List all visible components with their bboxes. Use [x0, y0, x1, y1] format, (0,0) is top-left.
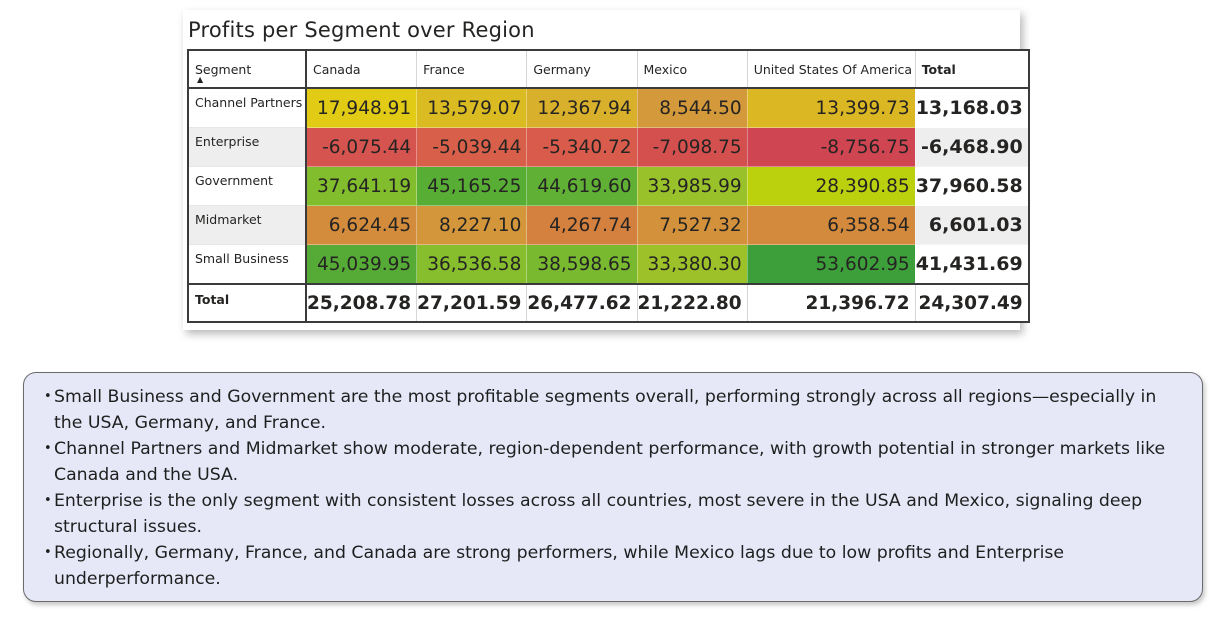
row-label[interactable]: Government — [187, 166, 307, 206]
column-header-usa[interactable]: United States Of America — [746, 49, 916, 89]
value-cell-midmarket-france: 8,227.10 — [416, 205, 527, 245]
column-total-usa: 21,396.72 — [746, 283, 916, 323]
value-cell-channel-partners-france: 13,579.07 — [416, 88, 527, 128]
row-label[interactable]: Midmarket — [187, 205, 307, 245]
column-total-canada: 25,208.78 — [305, 283, 417, 323]
row-total-midmarket: 6,601.03 — [914, 205, 1030, 245]
value-cell-small-business-canada: 45,039.95 — [305, 244, 417, 285]
value-cell-enterprise-france: -5,039.44 — [416, 127, 527, 167]
insight-bullet: Small Business and Government are the mo… — [44, 384, 1182, 436]
insight-bullet: Regionally, Germany, France, and Canada … — [44, 540, 1182, 592]
value-cell-channel-partners-mexico: 8,544.50 — [636, 88, 748, 128]
segment-header-label: Segment — [195, 61, 252, 77]
segment-row-midmarket: Midmarket 6,624.45 8,227.10 4,267.74 7,527.3… — [187, 205, 1030, 245]
row-label[interactable]: Channel Partners — [187, 88, 307, 128]
column-header-mexico[interactable]: Mexico — [636, 49, 748, 89]
sort-ascending-icon[interactable]: ▲ — [197, 75, 204, 84]
column-header-germany[interactable]: Germany — [526, 49, 638, 89]
segment-row-small-business: Small Business 45,039.95 36,536.58 38,598.6… — [187, 244, 1030, 285]
value-cell-channel-partners-usa: 13,399.73 — [746, 88, 916, 128]
segment-column-header[interactable]: Segment ▲ — [187, 49, 307, 89]
value-cell-enterprise-usa: -8,756.75 — [746, 127, 916, 167]
value-cell-channel-partners-canada: 17,948.91 — [305, 88, 417, 128]
column-total-germany: 26,477.62 — [526, 283, 638, 323]
value-cell-government-mexico: 33,985.99 — [636, 166, 748, 206]
value-cell-small-business-france: 36,536.58 — [416, 244, 527, 285]
header-row: Segment ▲ Canada France Germany Mexico U… — [187, 49, 1030, 89]
row-total-enterprise: -6,468.90 — [914, 127, 1030, 167]
value-cell-midmarket-canada: 6,624.45 — [305, 205, 417, 245]
insight-bullet: Channel Partners and Midmarket show mode… — [44, 436, 1182, 488]
insight-bullet: Enterprise is the only segment with cons… — [44, 488, 1182, 540]
value-cell-midmarket-usa: 6,358.54 — [746, 205, 916, 245]
insights-list: Small Business and Government are the mo… — [44, 384, 1182, 592]
row-label[interactable]: Small Business — [187, 244, 307, 285]
column-total-mexico: 21,222.80 — [636, 283, 748, 323]
column-header-france[interactable]: France — [416, 49, 527, 89]
row-total-channel-partners: 13,168.03 — [914, 88, 1030, 128]
column-header-total[interactable]: Total — [914, 49, 1030, 89]
row-label[interactable]: Enterprise — [187, 127, 307, 167]
row-total-small-business: 41,431.69 — [914, 244, 1030, 285]
value-cell-government-usa: 28,390.85 — [746, 166, 916, 206]
value-cell-government-germany: 44,619.60 — [526, 166, 638, 206]
row-total-government: 37,960.58 — [914, 166, 1030, 206]
totals-row-label: Total — [187, 283, 307, 323]
value-cell-midmarket-mexico: 7,527.32 — [636, 205, 748, 245]
value-cell-enterprise-canada: -6,075.44 — [305, 127, 417, 167]
value-cell-midmarket-germany: 4,267.74 — [526, 205, 638, 245]
value-cell-channel-partners-germany: 12,367.94 — [526, 88, 638, 128]
value-cell-enterprise-mexico: -7,098.75 — [636, 127, 748, 167]
value-cell-small-business-mexico: 33,380.30 — [636, 244, 748, 285]
profit-matrix-table: Segment ▲ Canada France Germany Mexico U… — [187, 49, 1030, 323]
value-cell-small-business-germany: 38,598.65 — [526, 244, 638, 285]
segment-row-enterprise: Enterprise -6,075.44 -5,039.44 -5,340.72 -7,… — [187, 127, 1030, 167]
segment-row-government: Government 37,641.19 45,165.25 44,619.60 33,… — [187, 166, 1030, 206]
grand-total: 24,307.49 — [914, 283, 1030, 323]
value-cell-small-business-usa: 53,602.95 — [746, 244, 916, 285]
value-cell-government-france: 45,165.25 — [416, 166, 527, 206]
column-totals-row: Total 25,208.78 27,201.59 26,477.62 21,2… — [187, 283, 1030, 323]
segment-row-channel-partners: Channel Partners 17,948.91 13,579.07 12,367… — [187, 88, 1030, 128]
column-header-canada[interactable]: Canada — [305, 49, 417, 89]
value-cell-government-canada: 37,641.19 — [305, 166, 417, 206]
value-cell-enterprise-germany: -5,340.72 — [526, 127, 638, 167]
column-total-france: 27,201.59 — [416, 283, 527, 323]
chart-title: Profits per Segment over Region — [188, 18, 535, 42]
insights-panel: Small Business and Government are the mo… — [23, 372, 1203, 602]
